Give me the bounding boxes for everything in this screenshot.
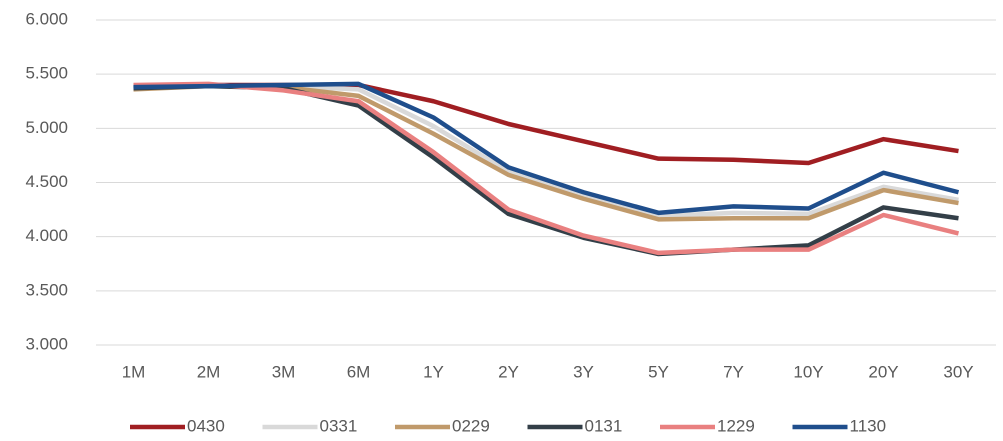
x-tick-label: 2Y — [498, 362, 519, 381]
x-tick-label: 5Y — [648, 362, 669, 381]
legend-label: 1229 — [717, 416, 755, 435]
x-tick-label: 20Y — [868, 362, 898, 381]
x-tick-label: 7Y — [723, 362, 744, 381]
y-tick-label: 3.000 — [25, 334, 68, 353]
x-tick-label: 6M — [347, 362, 371, 381]
legend-label: 0229 — [452, 416, 490, 435]
series-line — [133, 83, 959, 257]
series-line — [133, 81, 960, 216]
x-tick-label: 3Y — [573, 362, 594, 381]
y-tick-label: 3.500 — [25, 280, 68, 299]
x-tick-label: 3M — [272, 362, 296, 381]
y-tick-label: 5.000 — [25, 118, 68, 137]
y-tick-label: 5.500 — [25, 64, 68, 83]
x-tick-label: 10Y — [793, 362, 823, 381]
legend-label: 0430 — [187, 416, 225, 435]
y-tick-label: 6.000 — [25, 9, 68, 28]
y-tick-label: 4.500 — [25, 172, 68, 191]
series-line — [133, 82, 959, 166]
series-line — [133, 81, 960, 256]
legend-label: 1130 — [850, 416, 887, 435]
x-tick-label: 30Y — [943, 362, 973, 381]
legend-label: 0131 — [585, 416, 623, 435]
legend-label: 0331 — [320, 416, 358, 435]
x-tick-label: 1Y — [423, 362, 444, 381]
y-tick-label: 4.000 — [25, 226, 68, 245]
x-tick-label: 1M — [122, 362, 146, 381]
x-tick-label: 2M — [197, 362, 221, 381]
